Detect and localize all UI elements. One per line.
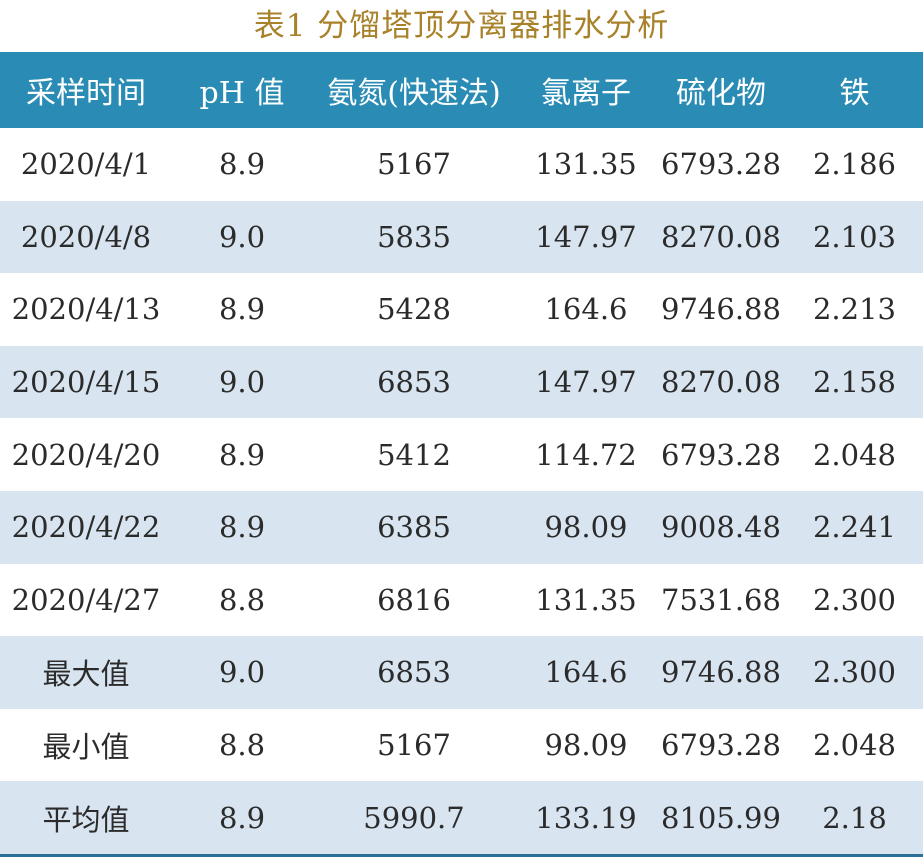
cell-ammonia: 5835 <box>312 200 516 274</box>
cell-sulfide: 9746.88 <box>656 636 786 709</box>
cell-date: 2020/4/13 <box>0 273 172 346</box>
cell-date: 2020/4/15 <box>0 345 172 419</box>
header-chloride: 氯离子 <box>516 52 656 128</box>
cell-ammonia: 6853 <box>312 345 516 419</box>
table-row: 2020/4/1 8.9 5167 131.35 6793.28 2.186 <box>0 128 923 201</box>
table-row: 2020/4/22 8.9 6385 98.09 9008.48 2.241 <box>0 490 923 564</box>
cell-ph: 8.8 <box>172 708 312 782</box>
cell-ph: 8.9 <box>172 128 312 201</box>
cell-date: 2020/4/1 <box>0 128 172 201</box>
cell-chloride: 147.97 <box>516 200 656 274</box>
cell-iron: 2.300 <box>786 563 923 637</box>
table-row: 2020/4/15 9.0 6853 147.97 8270.08 2.158 <box>0 345 923 419</box>
cell-ammonia: 6853 <box>312 636 516 709</box>
cell-ammonia: 6816 <box>312 563 516 637</box>
table-row: 2020/4/27 8.8 6816 131.35 7531.68 2.300 <box>0 563 923 637</box>
cell-chloride: 147.97 <box>516 345 656 419</box>
header-sampling-time: 采样时间 <box>0 52 172 128</box>
header-iron: 铁 <box>786 52 923 128</box>
cell-sulfide: 6793.28 <box>656 128 786 201</box>
header-sulfide: 硫化物 <box>656 52 786 128</box>
cell-sulfide: 8105.99 <box>656 781 786 857</box>
header-ammonia-nitrogen: 氨氮(快速法) <box>312 52 516 128</box>
cell-sulfide: 6793.28 <box>656 418 786 491</box>
cell-ammonia: 5990.7 <box>312 781 516 857</box>
cell-chloride: 131.35 <box>516 128 656 201</box>
table-row: 2020/4/20 8.9 5412 114.72 6793.28 2.048 <box>0 418 923 491</box>
cell-iron: 2.186 <box>786 128 923 201</box>
cell-summary-label: 最大值 <box>0 636 172 709</box>
cell-ph: 9.0 <box>172 636 312 709</box>
cell-date: 2020/4/8 <box>0 200 172 274</box>
cell-summary-label: 最小值 <box>0 708 172 782</box>
header-row: 采样时间 pH 值 氨氮(快速法) 氯离子 硫化物 铁 <box>0 52 923 128</box>
summary-row-max: 最大值 9.0 6853 164.6 9746.88 2.300 <box>0 636 923 709</box>
header-ph-value: pH 值 <box>172 52 312 128</box>
cell-date: 2020/4/27 <box>0 563 172 637</box>
cell-ammonia: 6385 <box>312 490 516 564</box>
cell-ammonia: 5167 <box>312 708 516 782</box>
cell-ph: 8.8 <box>172 563 312 637</box>
cell-ph: 8.9 <box>172 490 312 564</box>
table-caption: 表1 分馏塔顶分离器排水分析 <box>253 8 670 44</box>
cell-iron: 2.300 <box>786 636 923 709</box>
cell-ph: 8.9 <box>172 418 312 491</box>
cell-iron: 2.18 <box>786 781 923 857</box>
table-row: 2020/4/8 9.0 5835 147.97 8270.08 2.103 <box>0 200 923 274</box>
cell-iron: 2.048 <box>786 418 923 491</box>
cell-ph: 8.9 <box>172 781 312 857</box>
cell-summary-label: 平均值 <box>0 781 172 857</box>
table-row: 2020/4/13 8.9 5428 164.6 9746.88 2.213 <box>0 273 923 346</box>
cell-ph: 9.0 <box>172 345 312 419</box>
cell-chloride: 164.6 <box>516 273 656 346</box>
cell-sulfide: 9746.88 <box>656 273 786 346</box>
cell-iron: 2.213 <box>786 273 923 346</box>
cell-chloride: 114.72 <box>516 418 656 491</box>
cell-chloride: 164.6 <box>516 636 656 709</box>
cell-chloride: 133.19 <box>516 781 656 857</box>
cell-chloride: 98.09 <box>516 490 656 564</box>
cell-sulfide: 6793.28 <box>656 708 786 782</box>
cell-date: 2020/4/22 <box>0 490 172 564</box>
cell-iron: 2.048 <box>786 708 923 782</box>
cell-ph: 8.9 <box>172 273 312 346</box>
cell-sulfide: 8270.08 <box>656 200 786 274</box>
cell-ph: 9.0 <box>172 200 312 274</box>
cell-sulfide: 9008.48 <box>656 490 786 564</box>
summary-row-min: 最小值 8.8 5167 98.09 6793.28 2.048 <box>0 708 923 782</box>
cell-iron: 2.103 <box>786 200 923 274</box>
cell-iron: 2.241 <box>786 490 923 564</box>
summary-row-average: 平均值 8.9 5990.7 133.19 8105.99 2.18 <box>0 781 923 857</box>
cell-ammonia: 5412 <box>312 418 516 491</box>
cell-ammonia: 5167 <box>312 128 516 201</box>
cell-sulfide: 8270.08 <box>656 345 786 419</box>
cell-ammonia: 5428 <box>312 273 516 346</box>
drainage-analysis-table: 采样时间 pH 值 氨氮(快速法) 氯离子 硫化物 铁 2020/4/1 8.9… <box>0 52 923 857</box>
cell-sulfide: 7531.68 <box>656 563 786 637</box>
cell-chloride: 131.35 <box>516 563 656 637</box>
cell-chloride: 98.09 <box>516 708 656 782</box>
cell-date: 2020/4/20 <box>0 418 172 491</box>
cell-iron: 2.158 <box>786 345 923 419</box>
